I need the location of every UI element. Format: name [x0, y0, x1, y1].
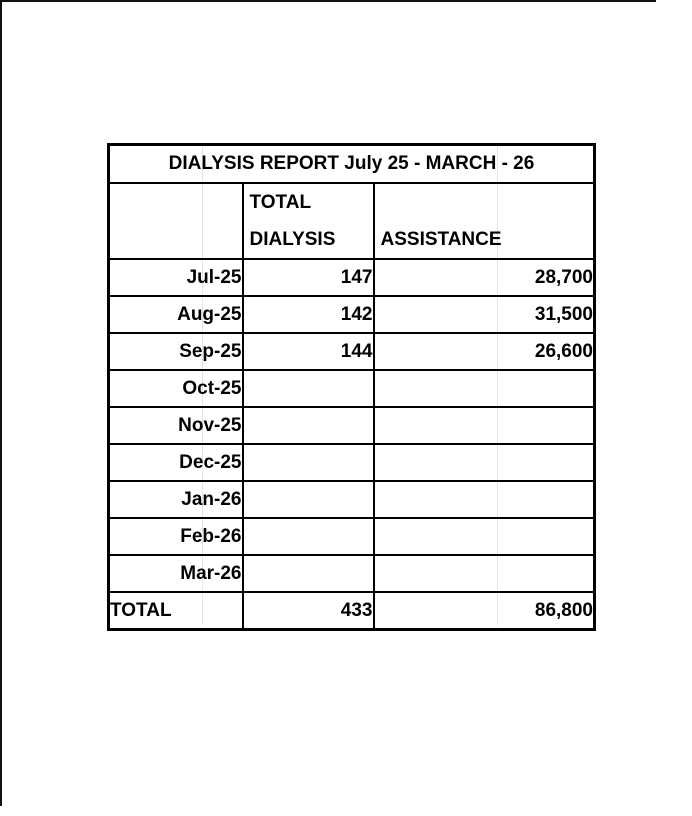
dialysis-cell — [241, 517, 375, 556]
month-cell: Feb-26 — [107, 517, 244, 556]
table-row: Nov-25 — [107, 406, 596, 445]
assistance-cell: 26,600 — [372, 332, 596, 371]
assistance-cell: 31,500 — [372, 295, 596, 334]
dialysis-cell — [241, 443, 375, 482]
dialysis-cell: 147 — [241, 258, 375, 297]
table-row: Jan-26 — [107, 480, 596, 519]
month-cell: Dec-25 — [107, 443, 244, 482]
header-assistance-cell: ASSISTANCE — [372, 182, 596, 260]
dialysis-cell: 142 — [241, 295, 375, 334]
page-edge-top-line — [0, 0, 656, 2]
month-cell: Sep-25 — [107, 332, 244, 371]
dialysis-cell — [241, 554, 375, 593]
total-label-cell: TOTAL — [107, 591, 244, 631]
total-dialysis-cell: 433 — [241, 591, 375, 631]
table-row: Oct-25 — [107, 369, 596, 408]
table-row: Mar-26 — [107, 554, 596, 593]
month-cell: Mar-26 — [107, 554, 244, 593]
header-month-cell — [107, 182, 244, 260]
total-assistance-cell: 86,800 — [372, 591, 596, 631]
dialysis-cell — [241, 369, 375, 408]
month-cell: Jan-26 — [107, 480, 244, 519]
assistance-cell — [372, 443, 596, 482]
assistance-cell — [372, 517, 596, 556]
month-cell: Jul-25 — [107, 258, 244, 297]
assistance-cell — [372, 480, 596, 519]
table-header-row: TOTAL DIALYSIS ASSISTANCE — [107, 182, 596, 260]
header-dialysis-line1: TOTAL — [249, 192, 312, 213]
dialysis-cell — [241, 480, 375, 519]
dialysis-report-table: DIALYSIS REPORT July 25 - MARCH - 26 TOT… — [107, 143, 596, 631]
dialysis-cell — [241, 406, 375, 445]
dialysis-cell: 144 — [241, 332, 375, 371]
month-cell: Aug-25 — [107, 295, 244, 334]
assistance-cell — [372, 406, 596, 445]
table-row: Feb-26 — [107, 517, 596, 556]
table-row: Sep-25 144 26,600 — [107, 332, 596, 371]
table-row: Jul-25 147 28,700 — [107, 258, 596, 297]
assistance-cell — [372, 554, 596, 593]
table-title: DIALYSIS REPORT July 25 - MARCH - 26 — [107, 143, 596, 184]
table-row: Aug-25 142 31,500 — [107, 295, 596, 334]
header-dialysis-cell: TOTAL DIALYSIS — [241, 182, 375, 260]
table-row: Dec-25 — [107, 443, 596, 482]
header-dialysis-line2: DIALYSIS — [249, 229, 336, 250]
page-edge-left-line — [0, 0, 2, 806]
header-assistance-label: ASSISTANCE — [380, 229, 502, 250]
assistance-cell: 28,700 — [372, 258, 596, 297]
table-title-row: DIALYSIS REPORT July 25 - MARCH - 26 — [107, 143, 596, 184]
assistance-cell — [372, 369, 596, 408]
table-total-row: TOTAL 433 86,800 — [107, 591, 596, 631]
month-cell: Oct-25 — [107, 369, 244, 408]
month-cell: Nov-25 — [107, 406, 244, 445]
